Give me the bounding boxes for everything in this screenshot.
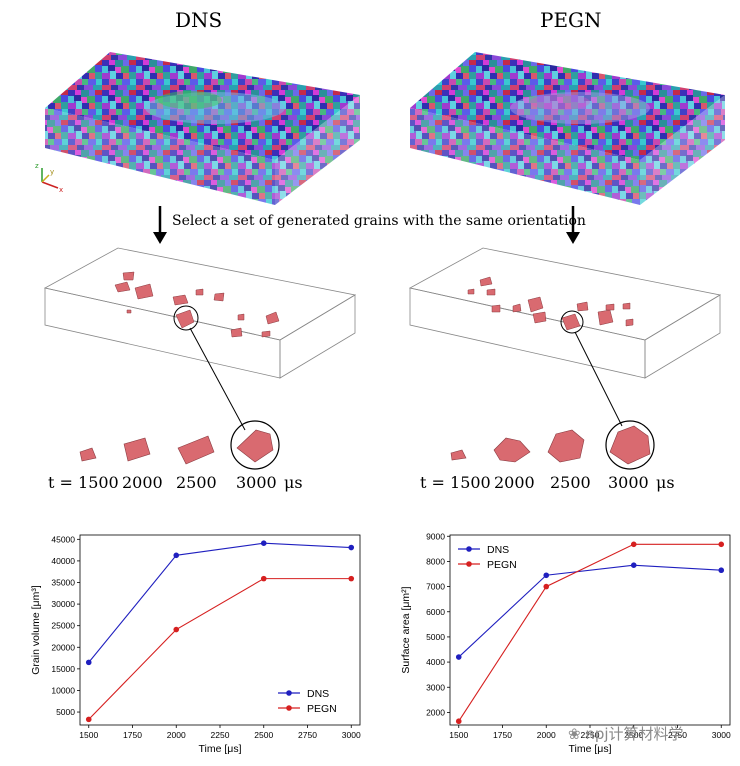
legend-marker [286,690,292,696]
data-point-pegn [348,575,355,582]
selection-caption: Select a set of generated grains with th… [172,213,586,229]
x-tick-label: 1500 [79,730,98,740]
x-tick-label: 2250 [211,730,230,740]
y-tick-label: 25000 [51,621,75,631]
x-tick-label: 2500 [254,730,273,740]
series-line-pegn [88,578,352,720]
pegn-time-start: t = 1500 [420,473,491,492]
microstructure-panels: z x y [35,52,725,205]
y-tick-label: 40000 [51,556,75,566]
legend-label: PEGN [307,703,337,715]
data-point-pegn [630,541,637,548]
surface-area-chart: 1500 1750 2000 2250 2500 2750 3000 2000 3000 4000… [400,531,731,755]
x-tick-label: 3000 [712,730,731,740]
data-point-pegn [455,718,462,725]
x-axis-label: Time [μs] [569,743,612,755]
y-tick-label: 10000 [51,685,75,695]
pegn-time-unit: μs [656,473,675,492]
pegn-grain-evolution [450,425,651,465]
legend-marker [286,705,292,711]
x-tick-label: 2750 [298,730,317,740]
legend-label: DNS [307,688,329,700]
axis-x-label: x [59,186,63,194]
y-tick-label: 20000 [51,642,75,652]
y-axis-label: Grain volume [μm³] [30,585,42,675]
title-pegn: PEGN [540,8,602,32]
legend: DNS PEGN [278,688,337,715]
selection-arrows [153,206,580,244]
axis-y-label: y [50,168,54,176]
pegn-selected-grains [467,276,634,331]
y-tick-label: 15000 [51,664,75,674]
y-tick-label: 7000 [426,582,445,592]
grain-volume-chart: 1500 1750 2000 2250 2500 2750 3000 5000 10000 150… [30,534,361,755]
dns-wireframe-box [43,247,357,379]
data-point-dns [260,540,267,547]
legend-label: PEGN [487,559,517,571]
y-tick-label: 5000 [426,632,445,642]
y-tick-label: 45000 [51,534,75,544]
x-tick-label: 1750 [123,730,142,740]
legend: DNS PEGN [458,544,517,571]
x-tick-label: 2000 [537,730,556,740]
y-tick-label: 30000 [51,599,75,609]
x-tick-label: 1500 [449,730,468,740]
y-tick-label: 4000 [426,657,445,667]
x-tick-label: 3000 [342,730,361,740]
dns-time-3000: 3000 [236,473,277,492]
y-axis-label: Surface area [μm²] [400,586,412,673]
data-point-dns [348,544,355,551]
dns-microstructure-block [45,52,360,205]
x-tick-label: 2250 [581,730,600,740]
data-point-dns [543,572,550,579]
data-point-dns [718,567,725,574]
watermark-text: npj计算材料学 [585,725,684,743]
pegn-time-2000: 2000 [494,473,535,492]
legend-marker [466,546,472,552]
legend-label: DNS [487,544,509,556]
data-point-dns [173,552,180,559]
watermark-icon: ❀ [568,725,581,743]
dns-time-unit: μs [284,473,303,492]
legend-marker [466,561,472,567]
axes-triad: z x y [35,162,63,194]
pegn-time-3000: 3000 [608,473,649,492]
y-tick-label: 35000 [51,578,75,588]
data-point-dns [85,659,92,666]
series-line-dns [88,542,352,663]
series-line-pegn [458,543,722,722]
selected-grains-panels [43,247,722,470]
data-point-pegn [718,541,725,548]
y-tick-label: 8000 [426,556,445,566]
series-line-dns [458,564,722,658]
y-tick-label: 6000 [426,607,445,617]
x-tick-label: 2750 [668,730,687,740]
x-tick-label: 2000 [167,730,186,740]
y-tick-label: 3000 [426,682,445,692]
dns-selected-grains [114,271,280,338]
data-point-pegn [260,575,267,582]
data-point-pegn [543,583,550,590]
x-tick-label: 2500 [624,730,643,740]
title-dns: DNS [175,8,223,32]
dns-time-2000: 2000 [122,473,163,492]
watermark: ❀ npj计算材料学 [568,723,684,744]
x-axis-label: Time [μs] [199,743,242,755]
y-tick-label: 5000 [56,707,75,717]
dns-time-2500: 2500 [176,473,217,492]
x-tick-label: 1750 [493,730,512,740]
y-tick-label: 9000 [426,531,445,541]
y-tick-label: 2000 [426,707,445,717]
axis-z-label: z [35,162,39,170]
data-point-dns [455,654,462,660]
data-point-dns [630,562,637,568]
pegn-time-2500: 2500 [550,473,591,492]
data-point-pegn [173,626,180,633]
data-point-pegn [85,716,92,723]
pegn-microstructure-block [410,52,725,205]
dns-grain-evolution [79,429,274,465]
dns-time-start: t = 1500 [48,473,119,492]
